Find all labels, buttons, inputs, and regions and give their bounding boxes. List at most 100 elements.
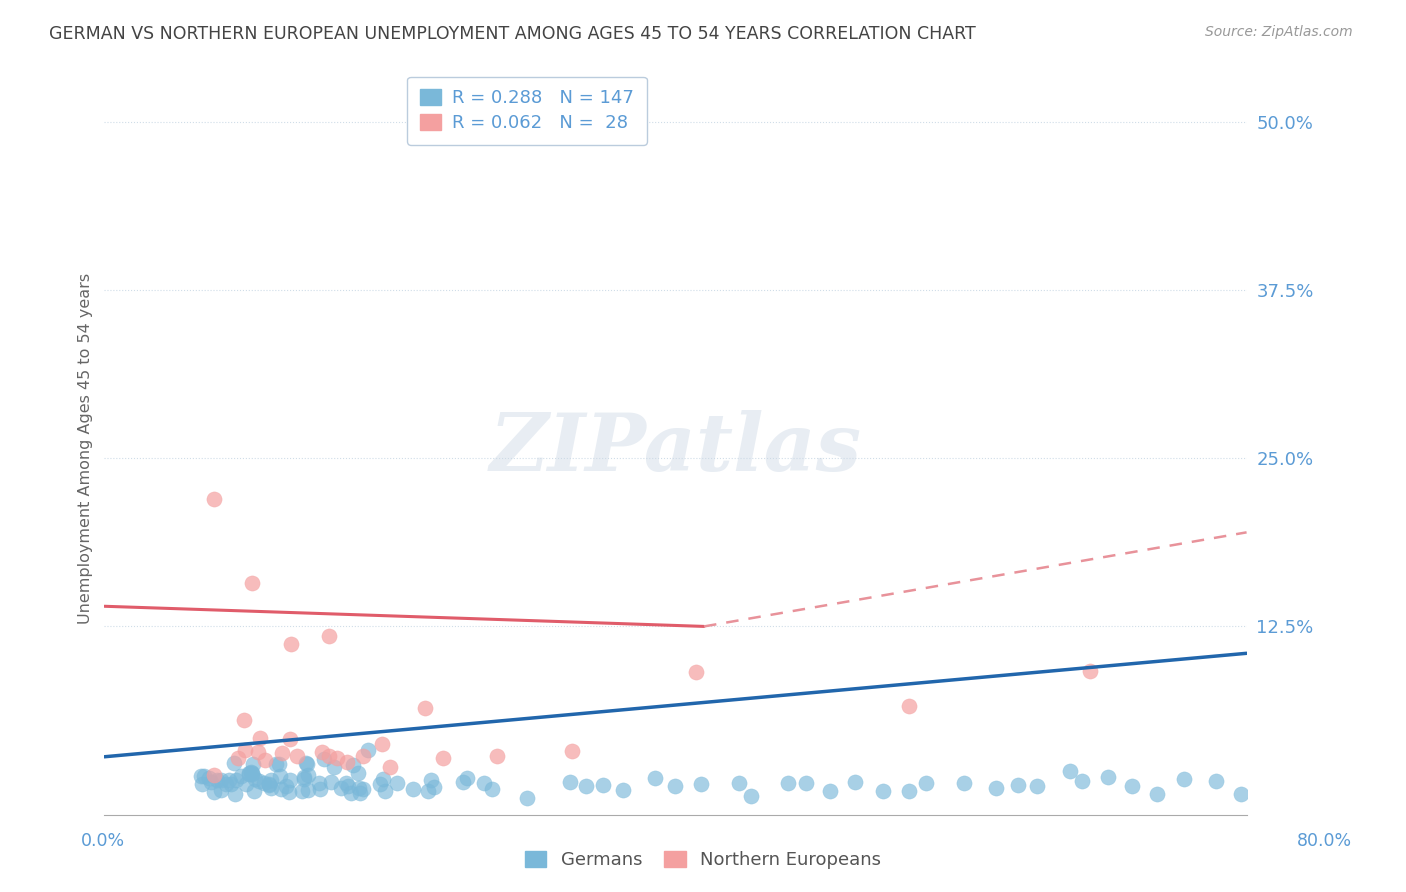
Point — [139, 711, 162, 725]
Point — [589, 700, 612, 714]
Point — [281, 728, 304, 742]
Text: ZIPatlas: ZIPatlas — [489, 409, 862, 487]
Point — [166, 713, 188, 727]
Point — [756, 705, 779, 719]
Point — [111, 714, 134, 729]
Point — [145, 690, 167, 705]
Point — [323, 706, 346, 721]
Point — [1187, 634, 1209, 648]
Point — [375, 518, 398, 533]
Point — [157, 717, 180, 731]
Point — [262, 713, 284, 727]
Point — [543, 712, 565, 726]
Point — [762, 723, 785, 738]
Point — [229, 709, 252, 723]
Point — [235, 662, 257, 676]
Point — [1021, 698, 1043, 712]
Point — [179, 713, 201, 727]
Point — [353, 695, 375, 709]
Point — [335, 714, 357, 729]
Point — [122, 692, 145, 706]
Point — [406, 724, 429, 739]
Point — [1109, 704, 1132, 718]
Point — [631, 721, 654, 735]
Point — [1056, 705, 1078, 719]
Point — [125, 706, 148, 720]
Point — [159, 672, 181, 686]
Point — [111, 698, 134, 713]
Point — [127, 688, 149, 702]
Point — [218, 713, 240, 727]
Point — [828, 711, 851, 725]
Point — [188, 720, 211, 734]
Point — [583, 683, 606, 698]
Point — [128, 686, 150, 700]
Point — [117, 699, 139, 714]
Legend: R = 0.288   N = 147, R = 0.062   N =  28: R = 0.288 N = 147, R = 0.062 N = 28 — [408, 77, 647, 145]
Y-axis label: Unemployment Among Ages 45 to 54 years: Unemployment Among Ages 45 to 54 years — [79, 273, 93, 624]
Point — [1181, 711, 1204, 725]
Point — [136, 665, 159, 680]
Point — [886, 708, 908, 723]
Point — [720, 705, 742, 719]
Point — [595, 516, 617, 531]
Point — [202, 716, 225, 731]
Point — [225, 577, 247, 591]
Point — [364, 708, 387, 723]
Point — [1098, 515, 1121, 529]
Point — [910, 705, 932, 719]
Point — [134, 629, 156, 643]
Point — [129, 689, 152, 703]
Point — [105, 695, 128, 709]
Point — [554, 706, 576, 721]
Point — [988, 684, 1011, 698]
Point — [1136, 703, 1159, 717]
Point — [226, 717, 249, 731]
Point — [166, 703, 188, 717]
Point — [190, 659, 212, 673]
Point — [450, 715, 472, 730]
Point — [150, 630, 173, 644]
Point — [1205, 673, 1227, 687]
Point — [181, 703, 204, 717]
Point — [103, 691, 125, 706]
Point — [160, 715, 183, 730]
Point — [845, 714, 868, 729]
Point — [143, 672, 166, 686]
Point — [172, 658, 194, 673]
Point — [200, 705, 222, 719]
Point — [120, 721, 142, 735]
Point — [107, 229, 129, 244]
Point — [1125, 710, 1147, 724]
Point — [806, 675, 828, 690]
Point — [129, 671, 152, 685]
Point — [209, 704, 232, 718]
Point — [378, 705, 401, 719]
Point — [145, 714, 167, 728]
Point — [159, 671, 181, 685]
Point — [305, 701, 328, 715]
Point — [1088, 713, 1111, 727]
Point — [201, 697, 224, 711]
Point — [1052, 406, 1074, 420]
Point — [172, 458, 194, 472]
Point — [1012, 369, 1035, 384]
Point — [101, 705, 124, 719]
Point — [1125, 579, 1147, 593]
Point — [201, 638, 224, 652]
Point — [1213, 702, 1236, 716]
Point — [108, 690, 131, 705]
Point — [129, 371, 152, 385]
Point — [100, 691, 122, 706]
Point — [150, 472, 173, 486]
Point — [1095, 670, 1118, 684]
Point — [494, 575, 516, 590]
Point — [139, 698, 162, 712]
Point — [145, 653, 167, 667]
Text: 0.0%: 0.0% — [80, 832, 125, 850]
Point — [1185, 704, 1208, 718]
Point — [665, 699, 688, 714]
Point — [948, 697, 970, 711]
Point — [183, 707, 205, 722]
Point — [264, 659, 287, 673]
